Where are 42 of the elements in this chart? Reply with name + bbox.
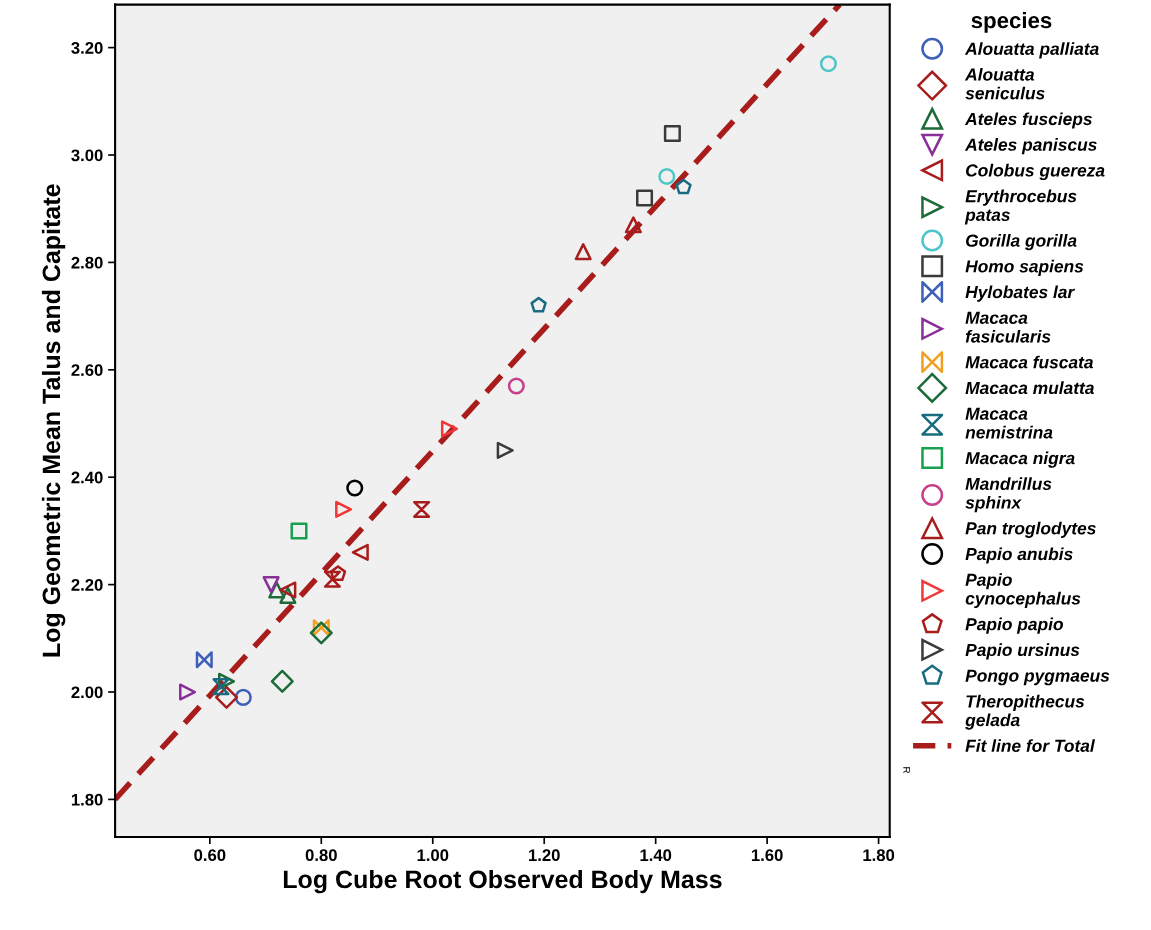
legend-label: Homo sapiens xyxy=(965,259,1084,276)
legend-label: Macaca nigra xyxy=(965,451,1075,468)
legend-label: Alouatta seniculus xyxy=(964,67,1045,100)
y-tick-label: 2.60 xyxy=(71,364,103,377)
legend-label: Ateles paniscus xyxy=(964,138,1097,155)
x-tick-label: 1.80 xyxy=(863,849,895,862)
legend-label: Papio ursinus xyxy=(965,643,1080,660)
legend-label: Macaca fuscata xyxy=(965,355,1094,369)
legend-label: Macaca mulatta xyxy=(965,381,1094,395)
legend-label: Papio cynocephalus xyxy=(965,573,1081,609)
y-axis-title: Log Geometric Mean Talus and Capitate xyxy=(41,184,66,657)
y-tick-label: 2.40 xyxy=(71,471,103,484)
legend-label: Macaca nemistrina xyxy=(965,407,1053,439)
legend-label: Mandrillus sphinx xyxy=(965,477,1052,513)
y-tick-label: 2.20 xyxy=(71,579,103,591)
y-tick-label: 2.00 xyxy=(71,686,103,699)
legend-label: Macaca fasicularis xyxy=(965,311,1051,343)
legend-label: Gorilla gorilla xyxy=(966,234,1077,251)
x-tick-label: 0.60 xyxy=(194,849,226,862)
legend-label: Hylobates lar xyxy=(965,285,1075,302)
y-tick-label: 1.80 xyxy=(71,793,103,806)
y-tick-label: 3.00 xyxy=(71,149,103,162)
x-tick-label: 1.00 xyxy=(417,849,449,862)
legend-label: Pongo pygmaeus xyxy=(965,669,1110,686)
legend-label: Ateles fuscieps xyxy=(964,112,1092,129)
legend-label: Erythrocebus patas xyxy=(964,189,1077,225)
y-tick-label: 3.20 xyxy=(71,42,103,54)
legend-label: Fit line for Total xyxy=(965,739,1096,752)
text: R xyxy=(903,767,911,774)
x-axis-title: Log Cube Root Observed Body Mass xyxy=(283,869,722,894)
x-tick-label: 0.80 xyxy=(305,849,337,862)
legend-title: species xyxy=(971,11,1052,33)
legend-label: Colobus guereza xyxy=(966,163,1105,181)
legend-label: Pan troglodytes xyxy=(965,521,1096,538)
x-tick-label: 1.60 xyxy=(751,849,783,862)
x-tick-label: 1.20 xyxy=(529,849,560,862)
legend-label: Theropithecus gelada xyxy=(965,694,1085,730)
legend-label: Papio papio xyxy=(965,617,1063,634)
legend-label: Papio anubis xyxy=(965,547,1073,564)
y-tick-label: 2.80 xyxy=(71,256,103,269)
x-tick-label: 1.40 xyxy=(640,849,672,862)
legend-label: Alouatta palliata xyxy=(964,42,1099,59)
